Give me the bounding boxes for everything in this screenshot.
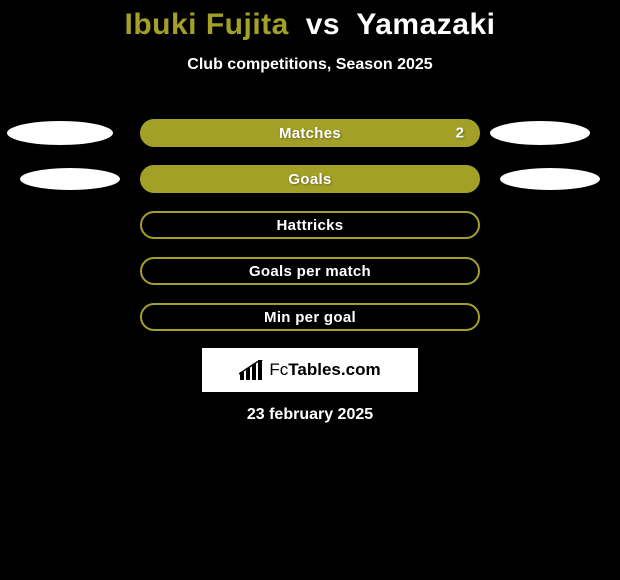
stat-bar: Hattricks (140, 211, 480, 239)
player1-name: Ibuki Fujita (125, 8, 289, 41)
stat-row: Goals per match (0, 256, 620, 286)
left-stat-ellipse (20, 168, 120, 190)
stat-row: Hattricks (0, 210, 620, 240)
stat-bar: Matches 2 (140, 119, 480, 147)
stat-label: Hattricks (277, 217, 344, 234)
comparison-card: Ibuki Fujita vs Yamazaki Club competitio… (0, 0, 620, 424)
stat-row: Goals (0, 164, 620, 194)
stat-label: Goals (288, 171, 331, 188)
stat-bar: Min per goal (140, 303, 480, 331)
left-stat-ellipse (7, 121, 113, 145)
right-stat-ellipse (490, 121, 590, 145)
logo-box: FcTables.com (202, 348, 418, 392)
stat-row: Min per goal (0, 302, 620, 332)
stat-row: Matches 2 (0, 118, 620, 148)
page-title: Ibuki Fujita vs Yamazaki (0, 8, 620, 42)
subtitle: Club competitions, Season 2025 (0, 56, 620, 74)
right-stat-ellipse (500, 168, 600, 190)
stat-label: Min per goal (264, 309, 356, 326)
stat-bar: Goals per match (140, 257, 480, 285)
stat-bar: Goals (140, 165, 480, 193)
vs-label: vs (306, 8, 340, 41)
stat-rows: Matches 2 Goals Hattricks Goals per match Min… (0, 118, 620, 332)
logo-text: FcTables.com (269, 360, 380, 380)
date-label: 23 february 2025 (0, 406, 620, 424)
stat-label: Matches (279, 125, 341, 142)
stat-value: 2 (456, 125, 464, 142)
player2-name: Yamazaki (356, 8, 495, 41)
stat-label: Goals per match (249, 263, 371, 280)
logo: FcTables.com (239, 360, 380, 380)
bars-icon (239, 360, 265, 380)
